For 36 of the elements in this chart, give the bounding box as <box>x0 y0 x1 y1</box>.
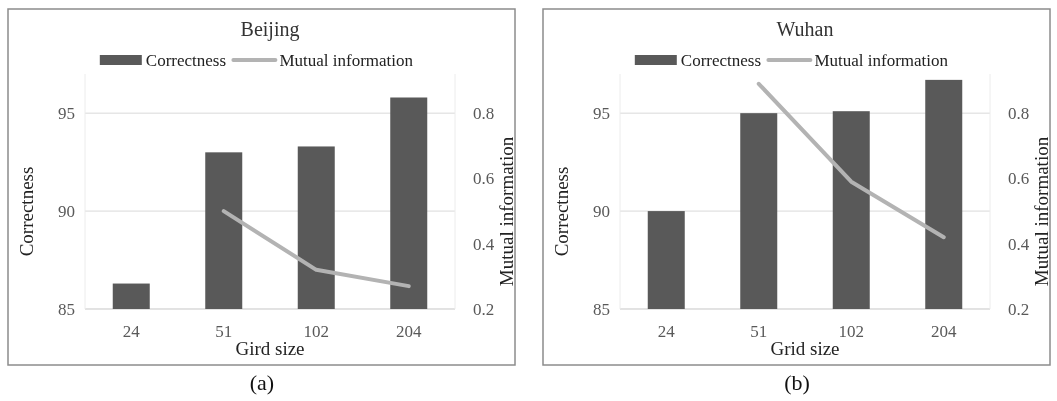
x-tick-label: 51 <box>750 322 768 341</box>
legend-label: Correctness <box>680 50 762 70</box>
text: (a) <box>249 370 275 395</box>
y2-axis-title: Mutual information <box>1031 136 1052 287</box>
y-axis-title: Correctness <box>16 166 37 257</box>
y2-tick-label: 0.8 <box>1008 104 1030 124</box>
legend-label: Correctness <box>145 50 227 70</box>
y-tick-label: 90 <box>58 202 75 222</box>
y2-tick-label: 0.4 <box>473 234 495 254</box>
x-tick-label: 204 <box>931 322 957 341</box>
x-tick-label: 102 <box>303 322 329 341</box>
legend-label: Mutual information <box>814 50 949 70</box>
y-tick-label: 90 <box>593 202 610 222</box>
y2-tick-label: 0.6 <box>1008 169 1030 189</box>
y2-tick-label: 0.4 <box>1008 234 1030 254</box>
text: (b) <box>784 370 810 395</box>
chart-title: Beijing <box>240 18 300 41</box>
y2-tick-label: 0.2 <box>1008 299 1030 319</box>
chart-title: Wuhan <box>776 18 834 40</box>
y2-tick-label: 0.6 <box>473 169 495 189</box>
x-tick-label: 24 <box>657 322 676 341</box>
y-tick-label: 95 <box>58 104 75 124</box>
y2-tick-label: 0.8 <box>473 104 495 124</box>
y-tick-label: 85 <box>593 299 610 319</box>
y-tick-label: 95 <box>593 104 610 124</box>
y-tick-label: 85 <box>58 299 75 319</box>
x-tick-label: 51 <box>215 322 233 341</box>
x-tick-label: 102 <box>838 322 864 341</box>
x-axis-title: Gird size <box>235 338 305 359</box>
x-tick-label: 24 <box>122 322 141 341</box>
x-tick-label: 204 <box>396 322 422 341</box>
y2-tick-label: 0.2 <box>473 299 495 319</box>
y-axis-title: Correctness <box>551 166 572 257</box>
legend-label: Mutual information <box>279 50 414 70</box>
y2-axis-title: Mutual information <box>496 136 517 287</box>
x-axis-title: Grid size <box>770 338 840 359</box>
